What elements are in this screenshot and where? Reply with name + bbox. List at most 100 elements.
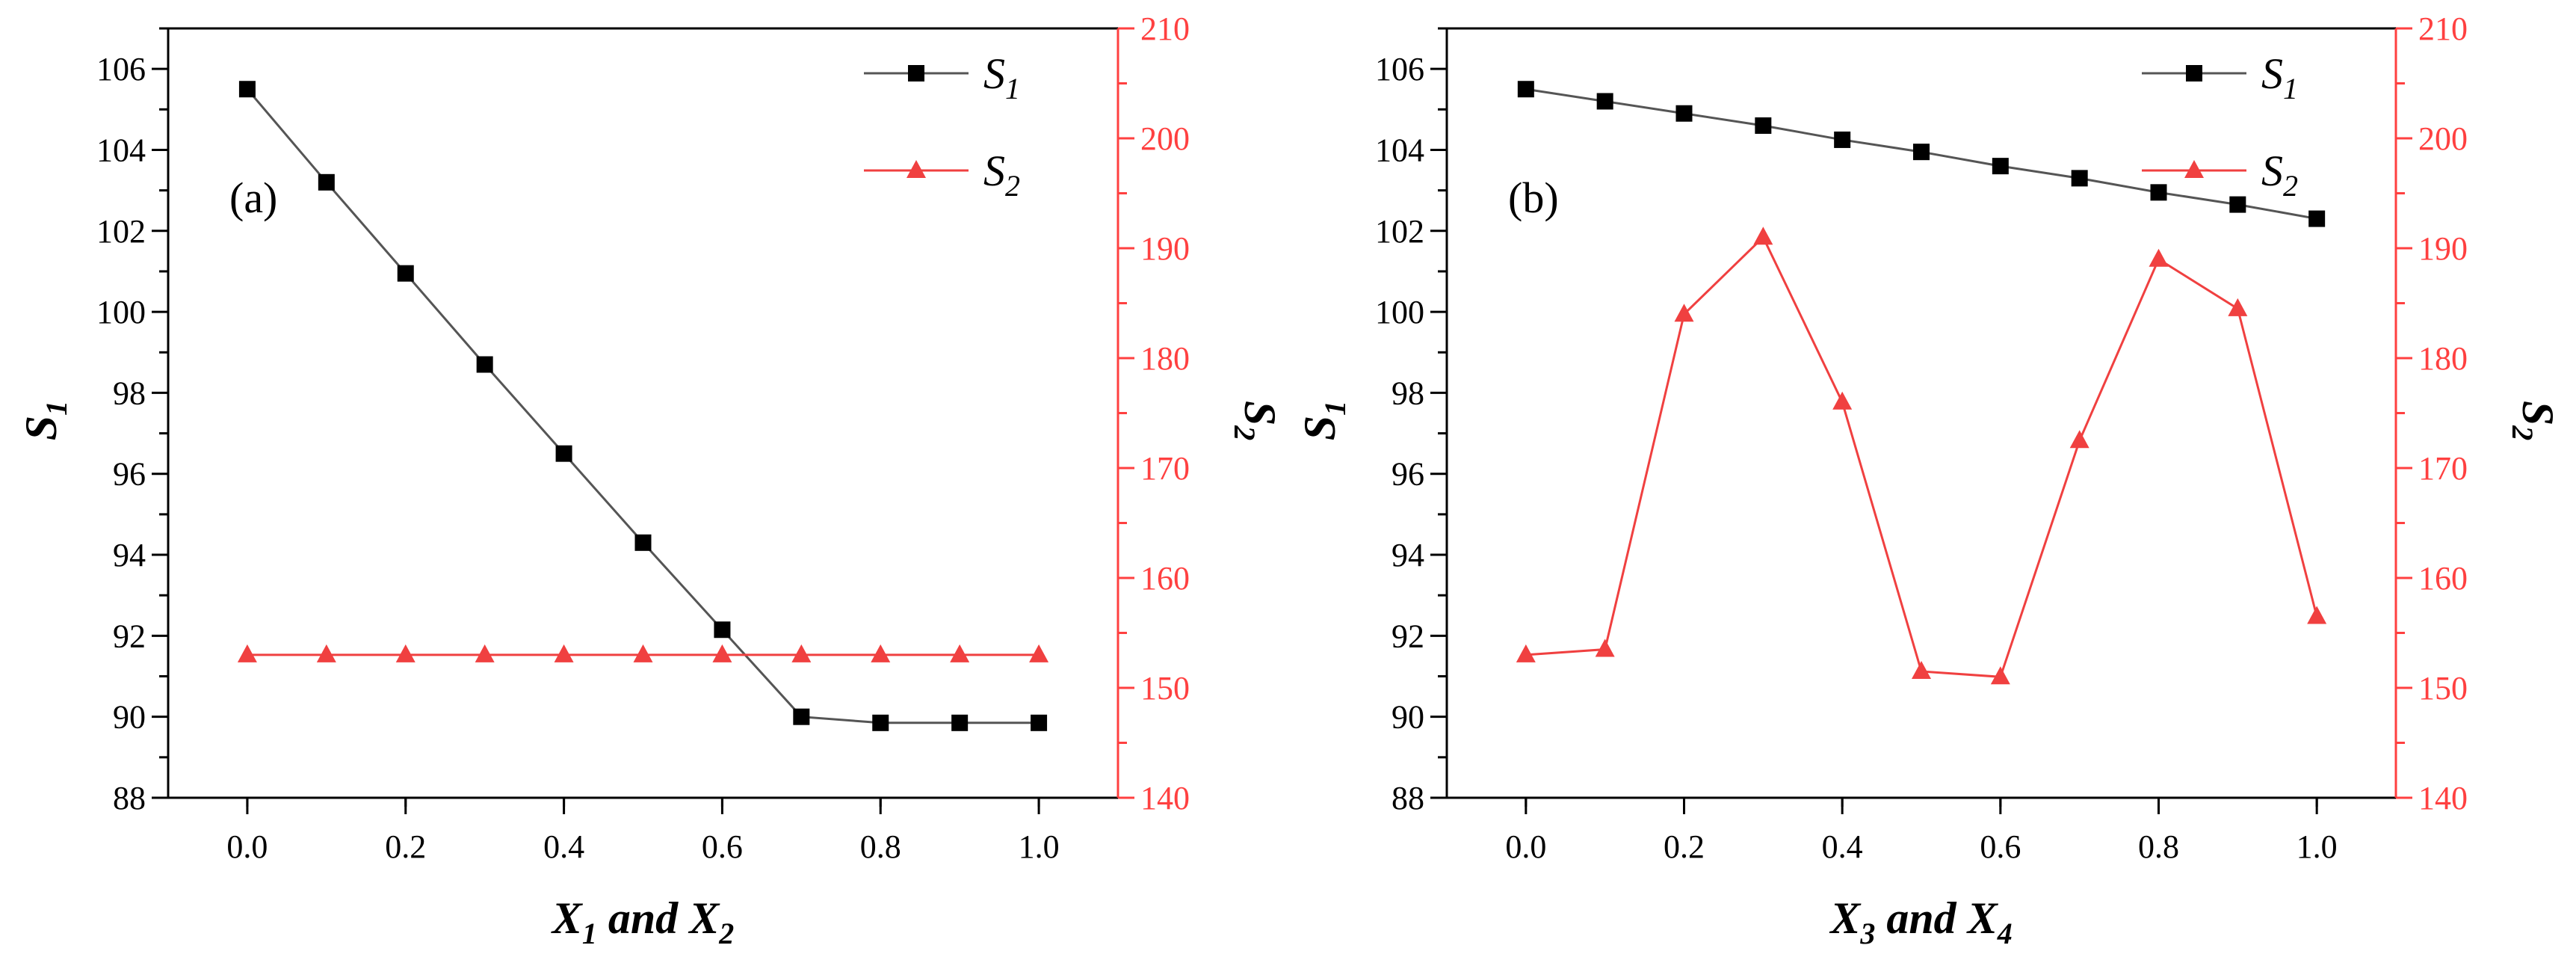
- panel-a-y-right-axis-title: S2: [1228, 401, 1285, 440]
- panel-a-y-right-tick-label: 150: [1140, 670, 1190, 707]
- panel-b-legend-marker-1: [2186, 65, 2202, 81]
- panel-b-x-axis-title-var2: X: [1966, 893, 1999, 943]
- panel-b-panel-label: (b): [1508, 173, 1559, 222]
- panel-a-series-2-point: [1029, 644, 1049, 662]
- panel-b-x-axis-title-var1: X: [1829, 893, 1862, 943]
- panel-b-y-right-tick-label: 190: [2418, 230, 2468, 267]
- panel-b-y-left-tick-label: 88: [1392, 780, 1424, 816]
- panel-b-x-axis-title-sub1: 3: [1859, 917, 1875, 950]
- panel-a-y-right-tick-label: 210: [1140, 10, 1190, 47]
- panel-b-x-axis-title: X3 and X4: [1829, 893, 2012, 950]
- panel-b-series-2-point: [2149, 248, 2169, 267]
- panel-b-y-right-axis-title: S2: [2506, 401, 2563, 440]
- panel-a-y-right-tick-label: 180: [1140, 340, 1190, 377]
- panel-b-y-left-tick-label: 98: [1392, 375, 1424, 411]
- panel-b-series-2-point: [1595, 639, 1615, 657]
- panel-a-y-right-tick-label: 200: [1140, 120, 1190, 157]
- panel-a-series-2-point: [395, 644, 416, 662]
- panel-b-legend-label-2-var: S: [2261, 147, 2283, 195]
- panel-b-series-2-point: [1674, 304, 1694, 322]
- panel-b-y-left-tick-label: 100: [1375, 294, 1424, 330]
- panel-b-series-2-point: [1832, 391, 1853, 410]
- panel-a-y-left-tick-label: 102: [96, 213, 146, 250]
- panel-b-legend-label-1-sub: 1: [2283, 72, 2298, 105]
- panel-b-series-1-point: [2071, 170, 2088, 187]
- panel-b-x-tick-label: 0.4: [1822, 828, 1863, 865]
- panel-a-series-1-point: [872, 714, 889, 731]
- panel-b-series-1-point: [1913, 144, 1930, 161]
- panel-b-y-right-tick-label: 210: [2418, 10, 2468, 47]
- panel-a-legend-label-2: S2: [983, 147, 1020, 203]
- panel-a-y-left-tick-label: 96: [113, 456, 146, 493]
- panel-a-legend-label-2-sub: 2: [1005, 169, 1020, 203]
- panel-b-legend-label-1-var: S: [2261, 49, 2283, 98]
- panel-b-y-left-tick-label: 96: [1392, 456, 1424, 493]
- panel-b-y-right-tick-label: 200: [2418, 120, 2468, 157]
- panel-b-series-1-point: [2308, 210, 2326, 227]
- panel-b-series-2-point: [2307, 606, 2327, 624]
- panel-a-y-left-tick-label: 94: [113, 537, 146, 573]
- panel-b-y-left-tick-label: 102: [1375, 213, 1424, 250]
- panel-a-x-tick-label: 0.2: [385, 828, 426, 865]
- panel-a-y-right-tick-label: 140: [1140, 780, 1190, 816]
- panel-b-series-2-line: [1525, 235, 2318, 678]
- panel-a-legend-label-1: S1: [983, 49, 1020, 105]
- panel-a-series-1-point: [476, 356, 493, 373]
- panel-a-y-left-axis-title-sub: 1: [40, 401, 73, 416]
- panel-b-series-2-point: [2069, 430, 2089, 449]
- panel-b-y-left-tick-label: 90: [1392, 699, 1424, 736]
- panel-a-y-left-tick-label: 88: [113, 780, 146, 816]
- panel-a-series-2-point: [475, 644, 495, 662]
- panel-b-y-right-tick-label: 170: [2418, 450, 2468, 487]
- panel-a-x-axis-title-sub1: 1: [582, 917, 597, 950]
- panel-a-y-left-tick-label: 90: [113, 699, 146, 736]
- panel-a-panel-label: (a): [229, 173, 277, 222]
- panel-a-x-axis-title: X1 and X2: [551, 893, 734, 950]
- panel-b-y-right-tick-label: 180: [2418, 340, 2468, 377]
- panel-a-y-right-tick-label: 160: [1140, 560, 1190, 597]
- panel-a-legend-marker-1: [908, 65, 924, 81]
- panel-b-legend-label-2-sub: 2: [2283, 169, 2298, 203]
- panel-b-series-1-point: [2150, 184, 2167, 201]
- panel-a-y-right-axis-title-var: S: [1235, 401, 1285, 425]
- panel-b-y-left-tick-label: 106: [1375, 51, 1424, 87]
- panel-a-legend-label-2-var: S: [983, 147, 1005, 195]
- panel-a-series-1-point: [1031, 714, 1048, 731]
- panel-a-series-1-line: [246, 88, 1040, 724]
- panel-a-series-2-point: [316, 644, 336, 662]
- panel-a-series-1-point: [318, 173, 335, 191]
- panel-a-x-tick-label: 0.8: [860, 828, 901, 865]
- panel-a-series-1-point: [714, 621, 731, 639]
- panel-a-chart: 0.0 0.2 0.4 0.6 0.8 1.0 88 90 92 94 96 98 100 102 104 1…: [16, 10, 1285, 950]
- panel-b-series-1-point: [1675, 105, 1693, 122]
- panel-a-y-left-tick-label: 106: [96, 51, 146, 87]
- panel-b-series-1: [1517, 81, 2326, 227]
- panel-b-y-right-tick-label: 140: [2418, 780, 2468, 816]
- panel-a-series-1-point: [951, 714, 969, 731]
- panel-b-x-tick-label: 0.2: [1664, 828, 1705, 865]
- panel-b-y-left-tick-label: 92: [1392, 618, 1424, 654]
- panel-a-series-1-point: [238, 81, 256, 98]
- panel-a-series-1: [238, 81, 1048, 731]
- panel-b-chart: 0.0 0.2 0.4 0.6 0.8 1.0 88 90 92 94 96 98 100 102 104 1…: [1295, 10, 2563, 950]
- panel-a-series-2-point: [633, 644, 653, 662]
- panel-a-x-axis-title-var1: X: [551, 893, 584, 943]
- panel-b-y-right-tick-label: 160: [2418, 560, 2468, 597]
- panel-b-x-tick-label: 0.6: [1980, 828, 2021, 865]
- panel-b-y-left-tick-label: 104: [1375, 132, 1424, 168]
- panel-a-series-2-point: [237, 644, 257, 662]
- panel-b-series-2-point: [1516, 644, 1536, 662]
- panel-a-y-left-tick-label: 98: [113, 375, 146, 411]
- panel-b-series-1-point: [1834, 131, 1851, 148]
- panel-b-y-right-axis-title-var: S: [2513, 401, 2563, 425]
- panel-a-series-1-point: [397, 265, 414, 282]
- panel-b-x-axis-title-sub2: 4: [1997, 917, 2013, 950]
- panel-b-legend-marker-2: [2184, 160, 2204, 178]
- panel-a-series-1-point: [555, 445, 572, 462]
- panel-b-series-1-point: [1517, 81, 1534, 98]
- panel-a-legend-label-1-var: S: [983, 49, 1005, 98]
- panel-a-y-right-axis-title-sub: 2: [1228, 425, 1261, 440]
